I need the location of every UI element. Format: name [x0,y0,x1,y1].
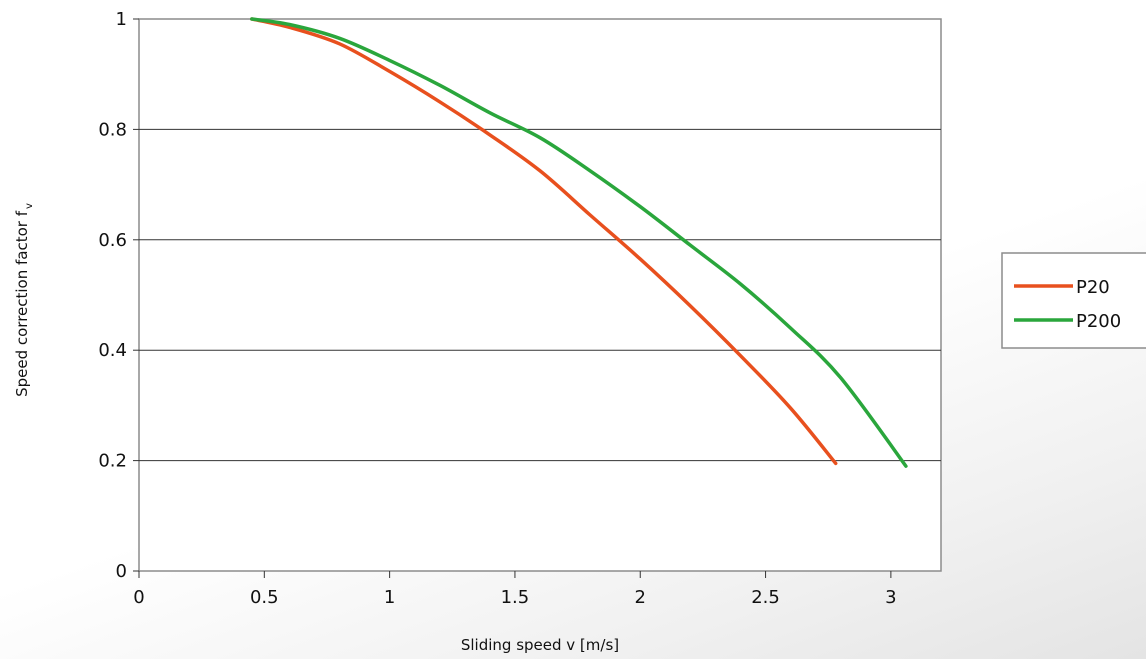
y-tick-label: 0.2 [98,451,127,472]
legend-box [1001,252,1146,349]
x-tick-label: 1 [384,587,395,608]
x-tick-label: 0.5 [250,587,279,608]
y-axis-title-main: Speed correction factor f [13,210,31,397]
y-tick-label: 0.8 [98,119,127,140]
legend: P20 P200 [1001,252,1146,349]
y-axis: 0 0.2 0.4 0.6 0.8 1 [98,9,139,582]
y-tick-label: 0.6 [98,230,127,251]
y-tick-label: 1 [116,9,127,30]
x-tick-label: 2 [635,587,646,608]
y-axis-title: Speed correction factor fv [13,203,35,397]
x-tick-label: 1.5 [501,587,530,608]
x-axis-title: Sliding speed v [m/s] [461,636,619,654]
legend-label-p20: P20 [1076,277,1110,298]
series-lines [250,17,908,468]
y-tick-label: 0.4 [98,340,127,361]
series-line-p200 [250,17,908,468]
x-axis: 0 0.5 1 1.5 2 2.5 3 [133,571,897,608]
series-line-p20 [250,17,838,466]
y-tick-label: 0 [116,561,127,582]
plot-area [138,18,942,572]
y-axis-title-subscript: v [24,203,35,209]
x-tick-label: 0 [133,587,144,608]
x-tick-label: 2.5 [751,587,780,608]
x-tick-label: 3 [885,587,896,608]
gridlines [139,128,941,462]
legend-label-p200: P200 [1076,311,1121,332]
